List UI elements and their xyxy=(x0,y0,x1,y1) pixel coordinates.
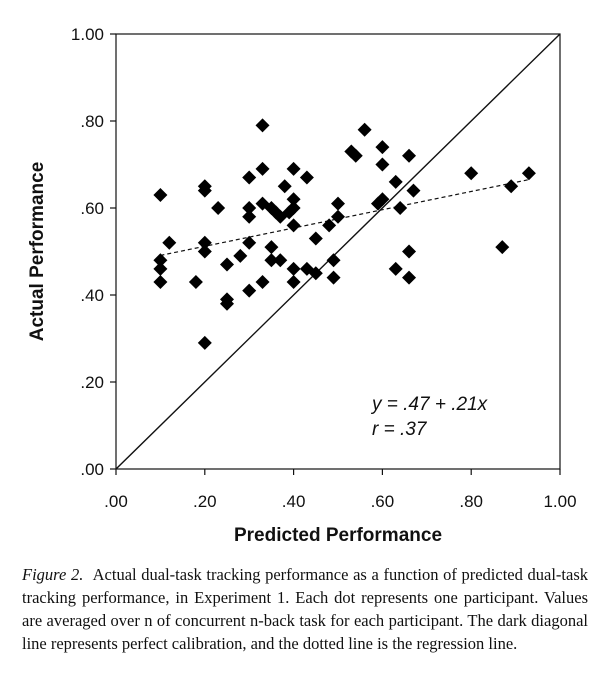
data-point xyxy=(153,253,168,268)
x-tick-label: .60 xyxy=(371,492,395,511)
y-tick-label: 1.00 xyxy=(71,25,104,44)
data-point xyxy=(322,218,337,233)
data-point xyxy=(308,266,323,281)
data-point xyxy=(153,187,168,202)
data-point xyxy=(402,244,417,259)
data-point xyxy=(331,196,345,211)
data-point xyxy=(286,192,301,207)
data-point xyxy=(242,283,257,298)
data-point xyxy=(464,166,479,181)
data-point xyxy=(277,179,292,194)
data-point xyxy=(388,261,403,276)
x-axis-title: Predicted Performance xyxy=(234,525,442,546)
data-point xyxy=(299,170,314,185)
data-point xyxy=(326,253,341,268)
data-point xyxy=(162,235,177,250)
data-point xyxy=(308,231,323,246)
x-tick-label: 1.00 xyxy=(543,492,576,511)
figure-caption: Figure 2. Actual dual-task tracking perf… xyxy=(22,563,588,655)
data-point xyxy=(197,335,212,350)
data-point xyxy=(393,201,408,215)
data-point xyxy=(188,274,203,289)
data-point xyxy=(255,161,270,176)
data-point xyxy=(242,201,257,215)
data-point xyxy=(255,274,270,289)
y-tick-label: .80 xyxy=(80,112,104,131)
data-point xyxy=(255,118,270,133)
data-point xyxy=(375,192,390,207)
data-point xyxy=(286,201,301,215)
data-point xyxy=(197,244,212,259)
x-axis: .00 .20 .40 .60 .80 1.00 xyxy=(104,469,577,511)
data-point xyxy=(273,253,288,268)
regression-equation: y = .47 + .21x xyxy=(370,394,489,415)
data-point xyxy=(402,148,417,163)
data-point xyxy=(153,261,168,276)
data-point xyxy=(402,270,417,285)
data-point xyxy=(286,218,301,233)
data-point xyxy=(242,209,257,224)
data-point xyxy=(233,248,248,263)
calibration-line xyxy=(115,33,561,470)
data-point xyxy=(286,274,301,289)
data-point xyxy=(286,261,301,276)
data-point xyxy=(331,209,345,224)
data-point xyxy=(495,240,510,255)
data-point xyxy=(357,122,372,137)
data-point xyxy=(375,157,390,172)
data-point xyxy=(521,166,536,181)
data-point xyxy=(242,235,257,250)
data-point xyxy=(153,274,168,289)
data-point xyxy=(242,170,257,185)
data-point xyxy=(211,201,226,215)
x-tick-label: .40 xyxy=(282,492,306,511)
x-tick-label: .20 xyxy=(193,492,217,511)
y-axis-title: Actual Performance xyxy=(27,162,48,342)
data-point xyxy=(406,183,421,198)
data-point xyxy=(197,235,212,250)
y-axis: .00 .20 .40 .60 .80 1.00 xyxy=(71,25,116,479)
y-tick-label: .60 xyxy=(80,199,104,218)
plot-area xyxy=(115,33,561,470)
data-point xyxy=(375,140,390,155)
x-tick-label: .80 xyxy=(459,492,483,511)
data-point xyxy=(326,270,341,285)
scatter-chart: .00.20.40.60.801.00 .00.20.40.60.80 1.00 … xyxy=(27,25,577,546)
data-point xyxy=(197,183,212,198)
y-tick-label: .00 xyxy=(80,460,104,479)
data-points xyxy=(153,118,536,350)
data-point xyxy=(504,179,519,194)
data-point xyxy=(264,240,279,255)
correlation-value: r = .37 xyxy=(372,419,428,440)
caption-text: Actual dual-task tracking performance as… xyxy=(22,565,588,653)
data-point xyxy=(264,253,279,268)
y-tick-label: .40 xyxy=(80,286,104,305)
y-tick-label: .20 xyxy=(80,373,104,392)
data-point xyxy=(388,174,403,189)
data-point xyxy=(348,148,363,163)
data-point xyxy=(220,257,234,272)
data-point xyxy=(220,296,234,311)
x-tick-label: .00 xyxy=(104,492,128,511)
data-point xyxy=(286,161,301,176)
figure-label: Figure 2. xyxy=(22,565,84,584)
plot-frame xyxy=(115,33,561,470)
